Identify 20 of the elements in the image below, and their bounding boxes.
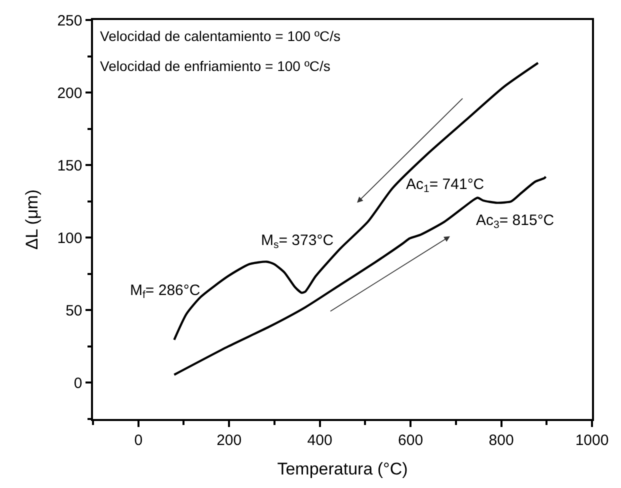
y-tick-label: 200 xyxy=(57,84,82,102)
y-tick-label: 100 xyxy=(57,230,82,247)
x-tick-label: 0 xyxy=(134,432,143,449)
x-tick-label: 1000 xyxy=(575,432,609,449)
y-tick-label: 150 xyxy=(57,157,82,174)
annotation: M$_{s}$= 373°C xyxy=(261,232,334,252)
x-tick-label: 200 xyxy=(216,432,242,449)
annotation: Ac$_{3}$= 815°C xyxy=(476,212,554,232)
x-tick-label: 600 xyxy=(398,432,424,449)
annotation: Velocidad de calentamiento = 100 ºC/s xyxy=(100,28,341,44)
x-tick-label: 800 xyxy=(488,432,514,449)
y-axis-title: ΔL (μm) xyxy=(22,189,42,250)
annotation: M$_{f}$= 286°C xyxy=(130,282,200,302)
annotation: Ac$_{1}$= 741°C xyxy=(406,176,484,196)
y-tick-label: 50 xyxy=(66,302,82,320)
annotation: Velocidad de enfriamiento = 100 ºC/s xyxy=(100,58,330,74)
y-tick-label: 250 xyxy=(57,12,82,30)
x-axis-title: Temperatura (°C) xyxy=(277,460,408,479)
x-tick-label: 400 xyxy=(307,432,332,449)
y-tick-label: 0 xyxy=(74,374,82,392)
